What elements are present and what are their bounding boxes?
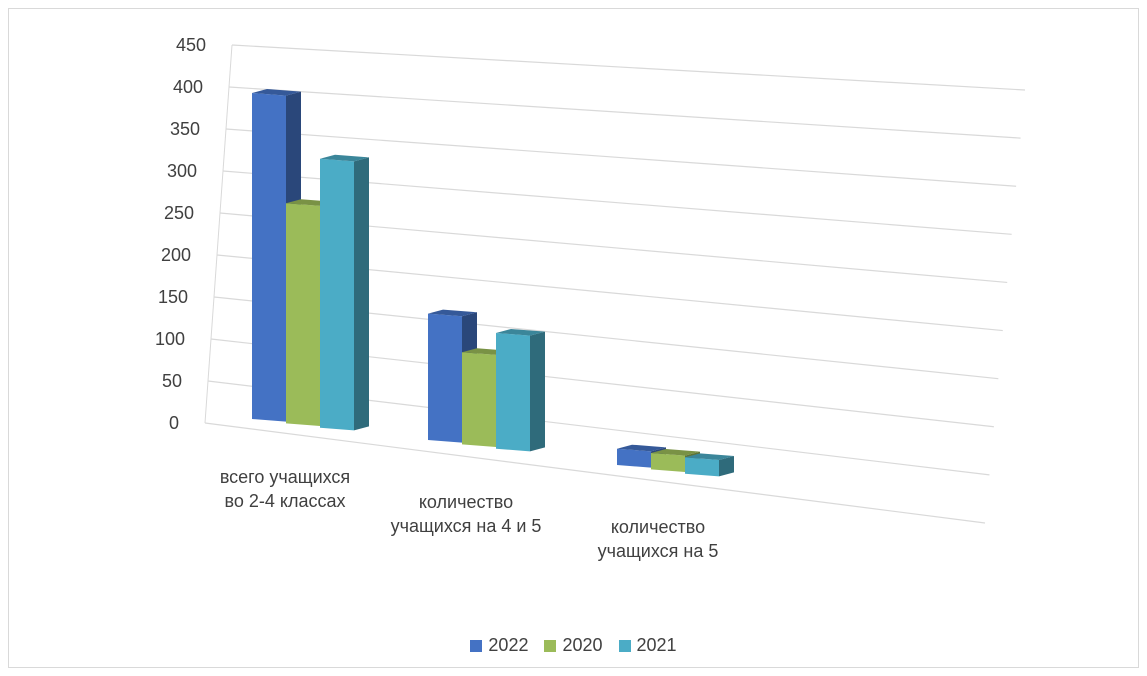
bar-side-2021-cat0 [354, 157, 369, 431]
y-tick-label-250: 250 [164, 203, 194, 223]
category-label-0: всего учащихся во 2-4 классах [219, 467, 351, 511]
y-tick-label-100: 100 [155, 329, 185, 349]
bar-top-2022-cat1 [428, 309, 477, 317]
bar-top-2021-cat1 [496, 328, 545, 336]
bar-2020-cat2 [651, 453, 685, 472]
bar-2022-cat2 [617, 448, 651, 468]
gridline-350 [225, 128, 1017, 187]
bar-top-2020-cat2 [651, 449, 700, 456]
legend-item-2022: 2022 [470, 635, 528, 656]
y-tick-label-200: 200 [161, 245, 191, 265]
bar-side-2021-cat2 [719, 456, 734, 477]
y-tick-label-400: 400 [173, 77, 203, 97]
legend-label-2020: 2020 [562, 635, 603, 655]
legend-swatch-2022 [470, 639, 483, 652]
bar-2020-cat1 [462, 352, 496, 447]
legend-label-2022: 2022 [488, 635, 529, 655]
legend-swatch-2020 [544, 639, 557, 652]
bar-2022-cat0 [252, 93, 286, 422]
gridline-450 [231, 44, 1026, 91]
y-tick-label-0: 0 [169, 413, 179, 433]
y-tick-label-300: 300 [167, 161, 197, 181]
y-tick-label-350: 350 [170, 119, 200, 139]
legend-item-2021: 2021 [618, 635, 677, 656]
bar-2020-cat0 [286, 203, 320, 426]
bar-top-2022-cat0 [252, 89, 301, 96]
legend: 2022 2020 2021 [0, 635, 1147, 656]
legend-label-2021: 2021 [636, 635, 677, 655]
category-label-2: количество учащихся на 5 [597, 517, 719, 561]
bar-2021-cat2 [685, 457, 719, 477]
left-wall-edge [204, 44, 233, 424]
gridline-400 [228, 86, 1021, 139]
bar-top-2021-cat2 [685, 453, 734, 461]
y-tick-label-150: 150 [158, 287, 188, 307]
bar-side-2021-cat1 [530, 331, 545, 452]
bar-2021-cat0 [320, 158, 354, 431]
gridline-0 [204, 422, 986, 524]
chart-frame [8, 8, 1139, 668]
y-tick-label-50: 50 [162, 371, 182, 391]
bar-2021-cat1 [496, 332, 530, 452]
bar-2022-cat1 [428, 313, 462, 443]
y-tick-label-450: 450 [176, 35, 206, 55]
bar-top-2021-cat0 [320, 154, 369, 162]
bar-top-2022-cat2 [617, 444, 666, 452]
legend-item-2020: 2020 [544, 635, 603, 656]
category-label-1: количество учащихся на 4 и 5 [390, 492, 542, 536]
legend-swatch-2021 [618, 639, 631, 652]
